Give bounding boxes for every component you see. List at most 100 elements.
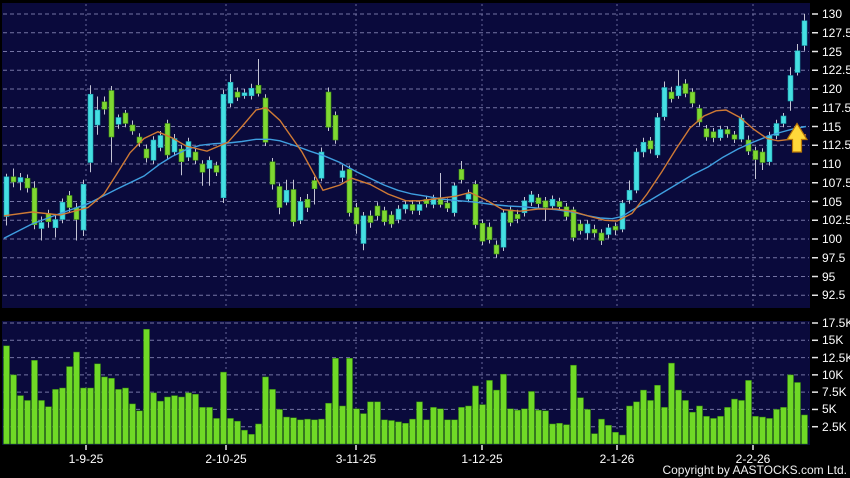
candle-down (269, 161, 276, 185)
candle-up (717, 129, 724, 139)
candle-down (514, 213, 521, 220)
volume-bar (136, 410, 143, 445)
volume-bar (59, 387, 66, 445)
volume-bar (493, 389, 500, 445)
volume-tick-label: 5K (822, 402, 837, 417)
volume-bar (199, 407, 206, 445)
price-tick-label: 107.5 (822, 175, 850, 190)
volume-bar (31, 360, 38, 445)
volume-bar (248, 434, 255, 445)
volume-bar (458, 407, 465, 445)
candle-up (675, 85, 682, 97)
candle-down (73, 207, 80, 220)
volume-bar (563, 424, 570, 445)
volume-bar (577, 397, 584, 445)
volume-bar (367, 401, 374, 445)
candle-up (150, 139, 157, 161)
volume-tick-label: 2.5K (822, 419, 847, 434)
candle-down (689, 91, 696, 104)
candle-down (311, 180, 318, 190)
candle-up (318, 151, 325, 179)
candle-up (360, 215, 367, 244)
volume-bar (185, 392, 192, 445)
candle-down (122, 112, 129, 124)
volume-bar (430, 407, 437, 445)
candle-up (416, 204, 423, 211)
axis-ticks-layer (85, 13, 818, 450)
candle-down (143, 148, 150, 159)
volume-bar (626, 405, 633, 445)
candle-up (80, 183, 87, 231)
volume-bar (556, 423, 563, 445)
time-tick-label: 2-2-26 (735, 452, 771, 466)
volume-bar (262, 376, 269, 445)
price-tick-label: 127.5 (822, 25, 850, 40)
candle-up (227, 81, 234, 104)
candle-down (24, 177, 31, 189)
volume-bar (115, 389, 122, 445)
volume-bar (535, 409, 542, 445)
volume-bar (94, 363, 101, 445)
candle-up (549, 198, 556, 207)
candle-down (591, 228, 598, 234)
volume-bar (171, 395, 178, 445)
candle-up (794, 50, 801, 73)
volume-bar (269, 389, 276, 445)
candle-up (115, 117, 122, 125)
candle-down (710, 131, 717, 139)
candle-down (570, 209, 577, 238)
candle-down (479, 222, 486, 242)
candle-up (248, 87, 255, 97)
candle-down (374, 205, 381, 217)
candle-down (444, 202, 451, 209)
volume-bar (374, 401, 381, 445)
volume-bar (24, 400, 31, 445)
candle-down (668, 91, 675, 100)
candle-up (3, 176, 10, 217)
time-tick-label: 2-10-25 (205, 452, 247, 466)
candle-down (290, 189, 297, 223)
volume-bar (675, 389, 682, 445)
volume-bar (178, 396, 185, 445)
volume-bar (640, 389, 647, 445)
volume-bar (353, 408, 360, 445)
candle-down (213, 165, 220, 173)
time-tick-label: 2-1-26 (599, 452, 635, 466)
candle-up (297, 201, 304, 221)
time-tick-label: 1-12-25 (461, 452, 503, 466)
candle-up (283, 189, 290, 203)
volume-bar (87, 387, 94, 445)
volume-bars-layer (3, 328, 808, 445)
volume-bar (444, 419, 451, 445)
volume-bar (766, 418, 773, 445)
candle-up (654, 117, 661, 156)
candle-up (738, 117, 745, 140)
volume-bar (654, 384, 661, 445)
volume-tick-label: 17.5K (822, 316, 850, 330)
price-tick-label: 130 (822, 7, 843, 21)
candle-down (577, 223, 584, 232)
volume-bar (682, 400, 689, 445)
volume-bar (80, 387, 87, 445)
volume-bar (668, 362, 675, 445)
candle-up (52, 219, 59, 229)
volume-bar (164, 396, 171, 445)
candle-down (178, 148, 185, 163)
candle-up (465, 193, 472, 200)
candle-down (458, 168, 465, 181)
volume-bar (801, 414, 808, 445)
volume-bar (213, 418, 220, 445)
volume-bar (325, 402, 332, 445)
candle-down (409, 204, 416, 211)
candle-down (367, 215, 374, 223)
candle-down (381, 210, 388, 223)
volume-bar (339, 405, 346, 445)
candle-down (612, 225, 619, 231)
volume-bar (346, 358, 353, 445)
volume-bar (388, 420, 395, 445)
candle-up (17, 177, 24, 183)
candle-up (633, 151, 640, 191)
volume-bar (787, 374, 794, 445)
